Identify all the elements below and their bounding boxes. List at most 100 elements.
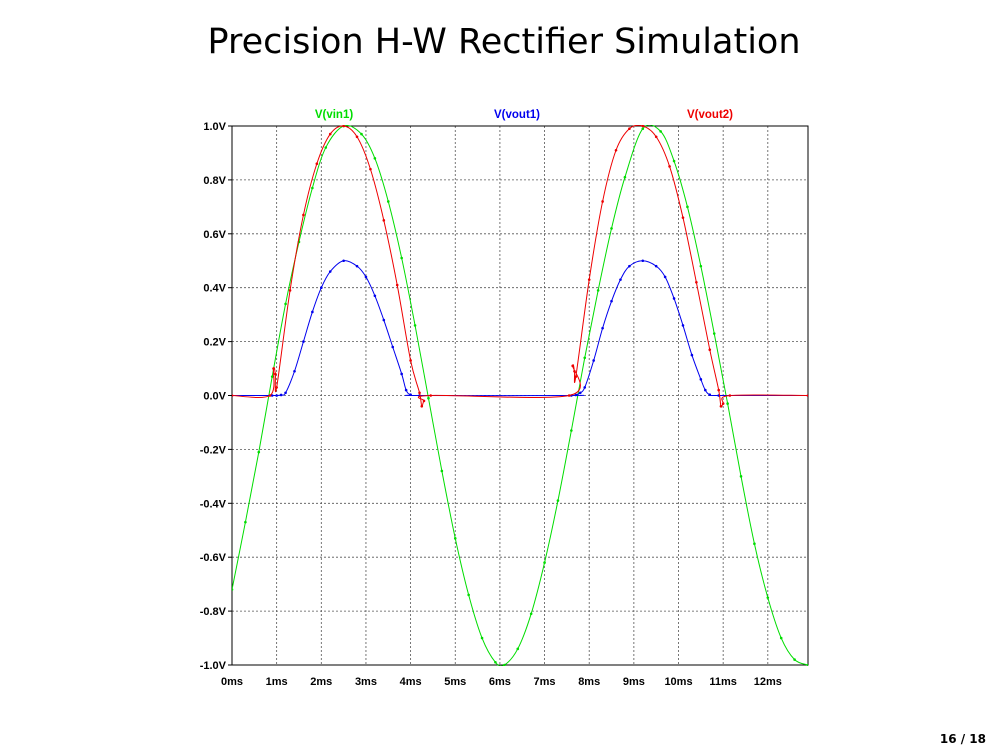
data-point: [275, 394, 278, 397]
data-point: [619, 278, 622, 281]
data-point: [719, 404, 723, 408]
page-number: 16 / 18: [939, 732, 986, 746]
data-point: [311, 310, 314, 314]
data-point: [279, 393, 283, 397]
y-tick-label: 0.6V: [203, 229, 226, 241]
data-point: [659, 130, 662, 133]
y-tick-label: -0.6V: [200, 552, 227, 564]
data-point: [429, 394, 433, 397]
y-tick-label: -0.8V: [200, 606, 227, 618]
data-point: [571, 364, 574, 368]
data-point: [717, 388, 720, 392]
data-point: [315, 162, 319, 166]
data-point: [543, 561, 546, 564]
data-point: [654, 264, 658, 268]
data-point: [610, 227, 613, 230]
data-point: [601, 326, 604, 330]
data-point: [373, 157, 377, 160]
data-point: [587, 278, 591, 281]
data-point: [623, 175, 627, 179]
data-point: [672, 297, 676, 300]
data-point: [324, 146, 328, 149]
data-point: [270, 375, 274, 378]
data-point: [440, 469, 444, 473]
data-point: [681, 324, 685, 327]
y-tick-label: 1.0V: [203, 121, 226, 133]
x-tick-label: 9ms: [623, 676, 645, 688]
data-point: [806, 394, 808, 397]
legend: V(vin1) V(vout1) V(vout2): [315, 109, 733, 121]
data-point: [413, 324, 417, 327]
data-point: [583, 386, 587, 389]
data-point: [360, 132, 363, 136]
data-point: [686, 205, 689, 209]
data-point: [369, 167, 372, 171]
data-point: [672, 159, 676, 163]
data-point: [270, 394, 274, 397]
data-point: [503, 663, 506, 666]
data-point: [320, 286, 323, 290]
data-point: [288, 289, 292, 292]
data-point: [641, 127, 645, 130]
data-point: [467, 593, 470, 597]
data-point: [355, 135, 359, 139]
legend-entry: V(vout1): [494, 109, 540, 121]
legend-entry: V(vin1): [315, 109, 354, 121]
data-point: [275, 386, 278, 389]
data-point: [395, 283, 399, 287]
data-point: [779, 636, 783, 640]
data-point: [373, 294, 377, 298]
data-point: [628, 264, 631, 268]
series-lines: [232, 125, 808, 666]
data-point: [592, 359, 595, 362]
data-point: [573, 369, 576, 373]
data-point: [570, 429, 573, 432]
data-point: [400, 372, 403, 376]
data-point: [480, 636, 484, 640]
data-point: [708, 348, 712, 351]
x-tick-label: 12ms: [754, 676, 782, 688]
data-point: [382, 219, 386, 222]
data-point: [614, 148, 618, 152]
data-point: [567, 394, 571, 397]
data-point: [386, 200, 390, 203]
data-point: [284, 391, 287, 395]
y-tick-label: -1.0V: [200, 660, 227, 672]
data-point: [232, 394, 234, 397]
x-tick-label: 5ms: [444, 676, 466, 688]
data-point: [364, 275, 368, 279]
data-point: [328, 270, 332, 273]
legend-entry: V(vout2): [687, 109, 733, 121]
data-point: [704, 388, 707, 392]
y-tick-label: -0.2V: [200, 444, 227, 456]
data-point: [302, 340, 305, 343]
data-point: [712, 332, 716, 335]
x-tick-label: 4ms: [400, 676, 422, 688]
data-point: [753, 542, 756, 546]
data-point: [668, 165, 671, 168]
data-point: [721, 402, 725, 405]
data-point: [355, 264, 359, 268]
data-point: [578, 391, 582, 395]
data-point: [556, 499, 560, 502]
data-point: [409, 359, 412, 362]
data-point: [293, 369, 296, 373]
data-point: [400, 256, 403, 260]
data-point: [529, 612, 533, 616]
data-point: [420, 404, 424, 408]
x-tick-label: 11ms: [709, 676, 737, 688]
data-point: [342, 259, 345, 263]
data-point: [404, 388, 408, 392]
data-point: [739, 475, 743, 478]
data-point: [641, 259, 645, 263]
data-point: [601, 200, 604, 203]
data-point: [391, 345, 395, 349]
x-tick-label: 7ms: [534, 676, 556, 688]
data-point: [274, 372, 277, 376]
data-point: [726, 402, 729, 405]
y-tick-label: 0.2V: [203, 337, 226, 349]
data-point: [793, 658, 796, 661]
data-point: [728, 394, 732, 397]
data-point: [708, 393, 712, 396]
